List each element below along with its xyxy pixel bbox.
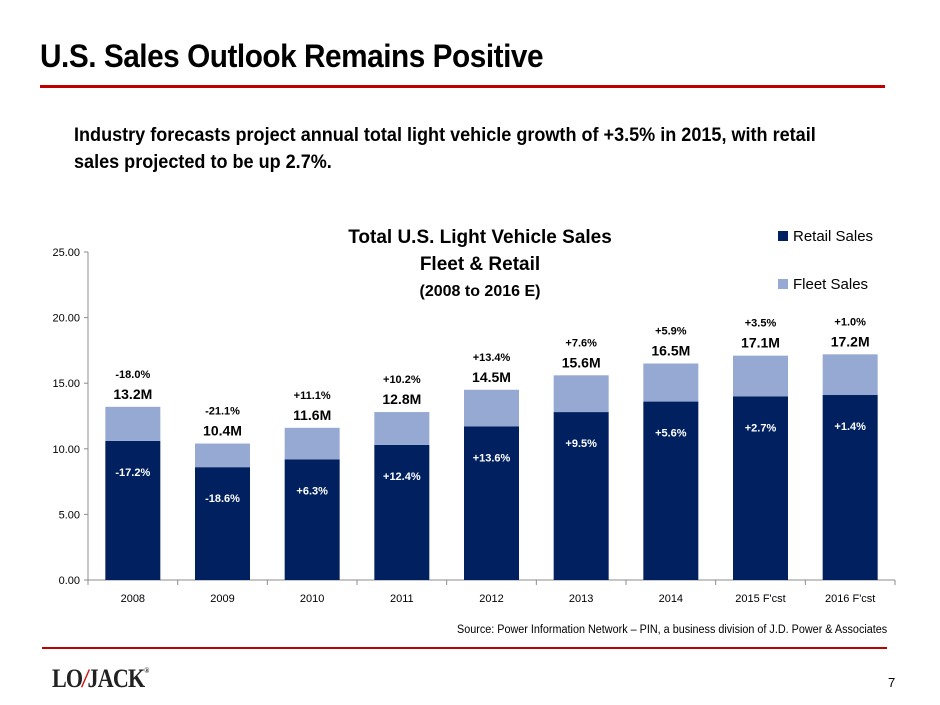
bar-retail: [733, 396, 788, 580]
bar-fleet: [464, 389, 519, 427]
chart-data-labels: -17.2% 13.2M -18.0% -18.6% 10.4M -21.1% +6.3% 1…: [113, 316, 869, 505]
bar-fleet: [284, 427, 340, 460]
retail-growth-label: +6.3%: [296, 485, 328, 497]
x-tick-label: 2009: [210, 593, 234, 605]
x-tick-label: 2016 F'cst: [825, 593, 875, 605]
chart-subtitle: (2008 to 2016 E): [420, 283, 541, 300]
total-label: 11.6M: [293, 407, 331, 423]
total-label: 17.2M: [831, 333, 870, 349]
slide-subtitle: Industry forecasts project annual total …: [74, 125, 816, 173]
x-tick-label: 2008: [121, 593, 145, 605]
retail-growth-label: +12.4%: [383, 471, 421, 483]
bar-fleet: [195, 443, 250, 468]
bar-retail: [553, 412, 609, 580]
retail-growth-label: +13.6%: [473, 452, 511, 464]
total-label: 13.2M: [113, 386, 152, 402]
bar-retail: [822, 395, 878, 580]
retail-growth-label: +2.7%: [745, 422, 777, 434]
bar-fleet: [733, 355, 788, 397]
bar-fleet: [553, 375, 609, 413]
slide-title: U.S. Sales Outlook Remains Positive: [40, 38, 544, 74]
total-label: 15.6M: [562, 354, 601, 370]
x-tick-label: 2010: [300, 593, 324, 605]
bar-fleet: [374, 412, 430, 445]
total-growth-label: +5.9%: [655, 326, 687, 338]
chart-axes: 0.00 5.00 10.00 15.00 20.00 25.00 2008 2009 2010…: [52, 247, 896, 605]
x-tick-label: 2015 F'cst: [735, 593, 785, 605]
total-growth-label: +11.1%: [294, 390, 331, 402]
bar-retail: [643, 401, 699, 580]
retail-growth-label: -18.6%: [205, 493, 240, 505]
total-label: 16.5M: [651, 343, 690, 359]
x-tick-label: 2012: [479, 593, 503, 605]
x-tick-label: 2013: [569, 593, 593, 605]
legend-swatch: [778, 279, 788, 289]
bar-retail: [195, 467, 250, 580]
y-tick-label: 5.00: [59, 509, 80, 521]
total-label: 14.5M: [472, 369, 511, 385]
y-tick-label: 25.00: [52, 247, 80, 259]
bar-retail: [374, 444, 430, 580]
title-divider: [40, 85, 885, 88]
total-growth-label: -18.0%: [115, 369, 150, 381]
y-tick-label: 20.00: [52, 313, 80, 325]
total-growth-label: +7.6%: [565, 337, 597, 349]
chart-title-line2: Fleet & Retail: [420, 254, 540, 275]
bar-fleet: [822, 354, 878, 396]
bar-fleet: [105, 406, 161, 441]
y-tick-label: 10.00: [52, 444, 80, 456]
sales-chart: Total U.S. Light Vehicle Sales Fleet & R…: [52, 227, 896, 605]
chart-legend: Retail Sales Fleet Sales: [778, 228, 873, 293]
lojack-logo: LO/JACK®: [52, 664, 149, 694]
chart-title-block: Total U.S. Light Vehicle Sales Fleet & R…: [348, 227, 612, 300]
legend-label: Fleet Sales: [793, 276, 868, 293]
legend-label: Retail Sales: [793, 228, 873, 245]
footer-divider: [42, 647, 887, 649]
legend-swatch: [778, 231, 788, 241]
bar-retail: [464, 426, 519, 580]
retail-growth-label: +5.6%: [655, 428, 687, 440]
x-tick-label: 2011: [390, 593, 414, 605]
logo-text-left: LO: [52, 664, 83, 693]
chart-title: Total U.S. Light Vehicle Sales: [348, 227, 612, 248]
total-growth-label: +10.2%: [383, 374, 421, 386]
total-label: 17.1M: [741, 335, 780, 351]
bar-fleet: [643, 363, 699, 402]
total-growth-label: +1.0%: [834, 316, 866, 328]
retail-growth-label: -17.2%: [115, 467, 150, 479]
chart-bars: [105, 354, 878, 580]
registered-mark: ®: [144, 666, 149, 675]
retail-growth-label: +9.5%: [565, 438, 597, 450]
total-growth-label: -21.1%: [205, 406, 240, 418]
page-number: 7: [888, 675, 896, 690]
total-growth-label: +3.5%: [745, 318, 777, 330]
y-tick-label: 15.00: [52, 378, 80, 390]
total-growth-label: +13.4%: [473, 352, 511, 364]
lightning-bolt-icon: /: [82, 664, 88, 693]
source-note: Source: Power Information Network – PIN,…: [457, 624, 888, 636]
bar-retail: [105, 440, 161, 580]
bar-retail: [284, 459, 340, 580]
total-label: 10.4M: [203, 423, 242, 439]
x-tick-label: 2014: [659, 593, 683, 605]
y-tick-label: 0.00: [59, 575, 80, 587]
logo-text-right: JACK: [87, 664, 146, 693]
total-label: 12.8M: [382, 391, 421, 407]
retail-growth-label: +1.4%: [834, 421, 866, 433]
